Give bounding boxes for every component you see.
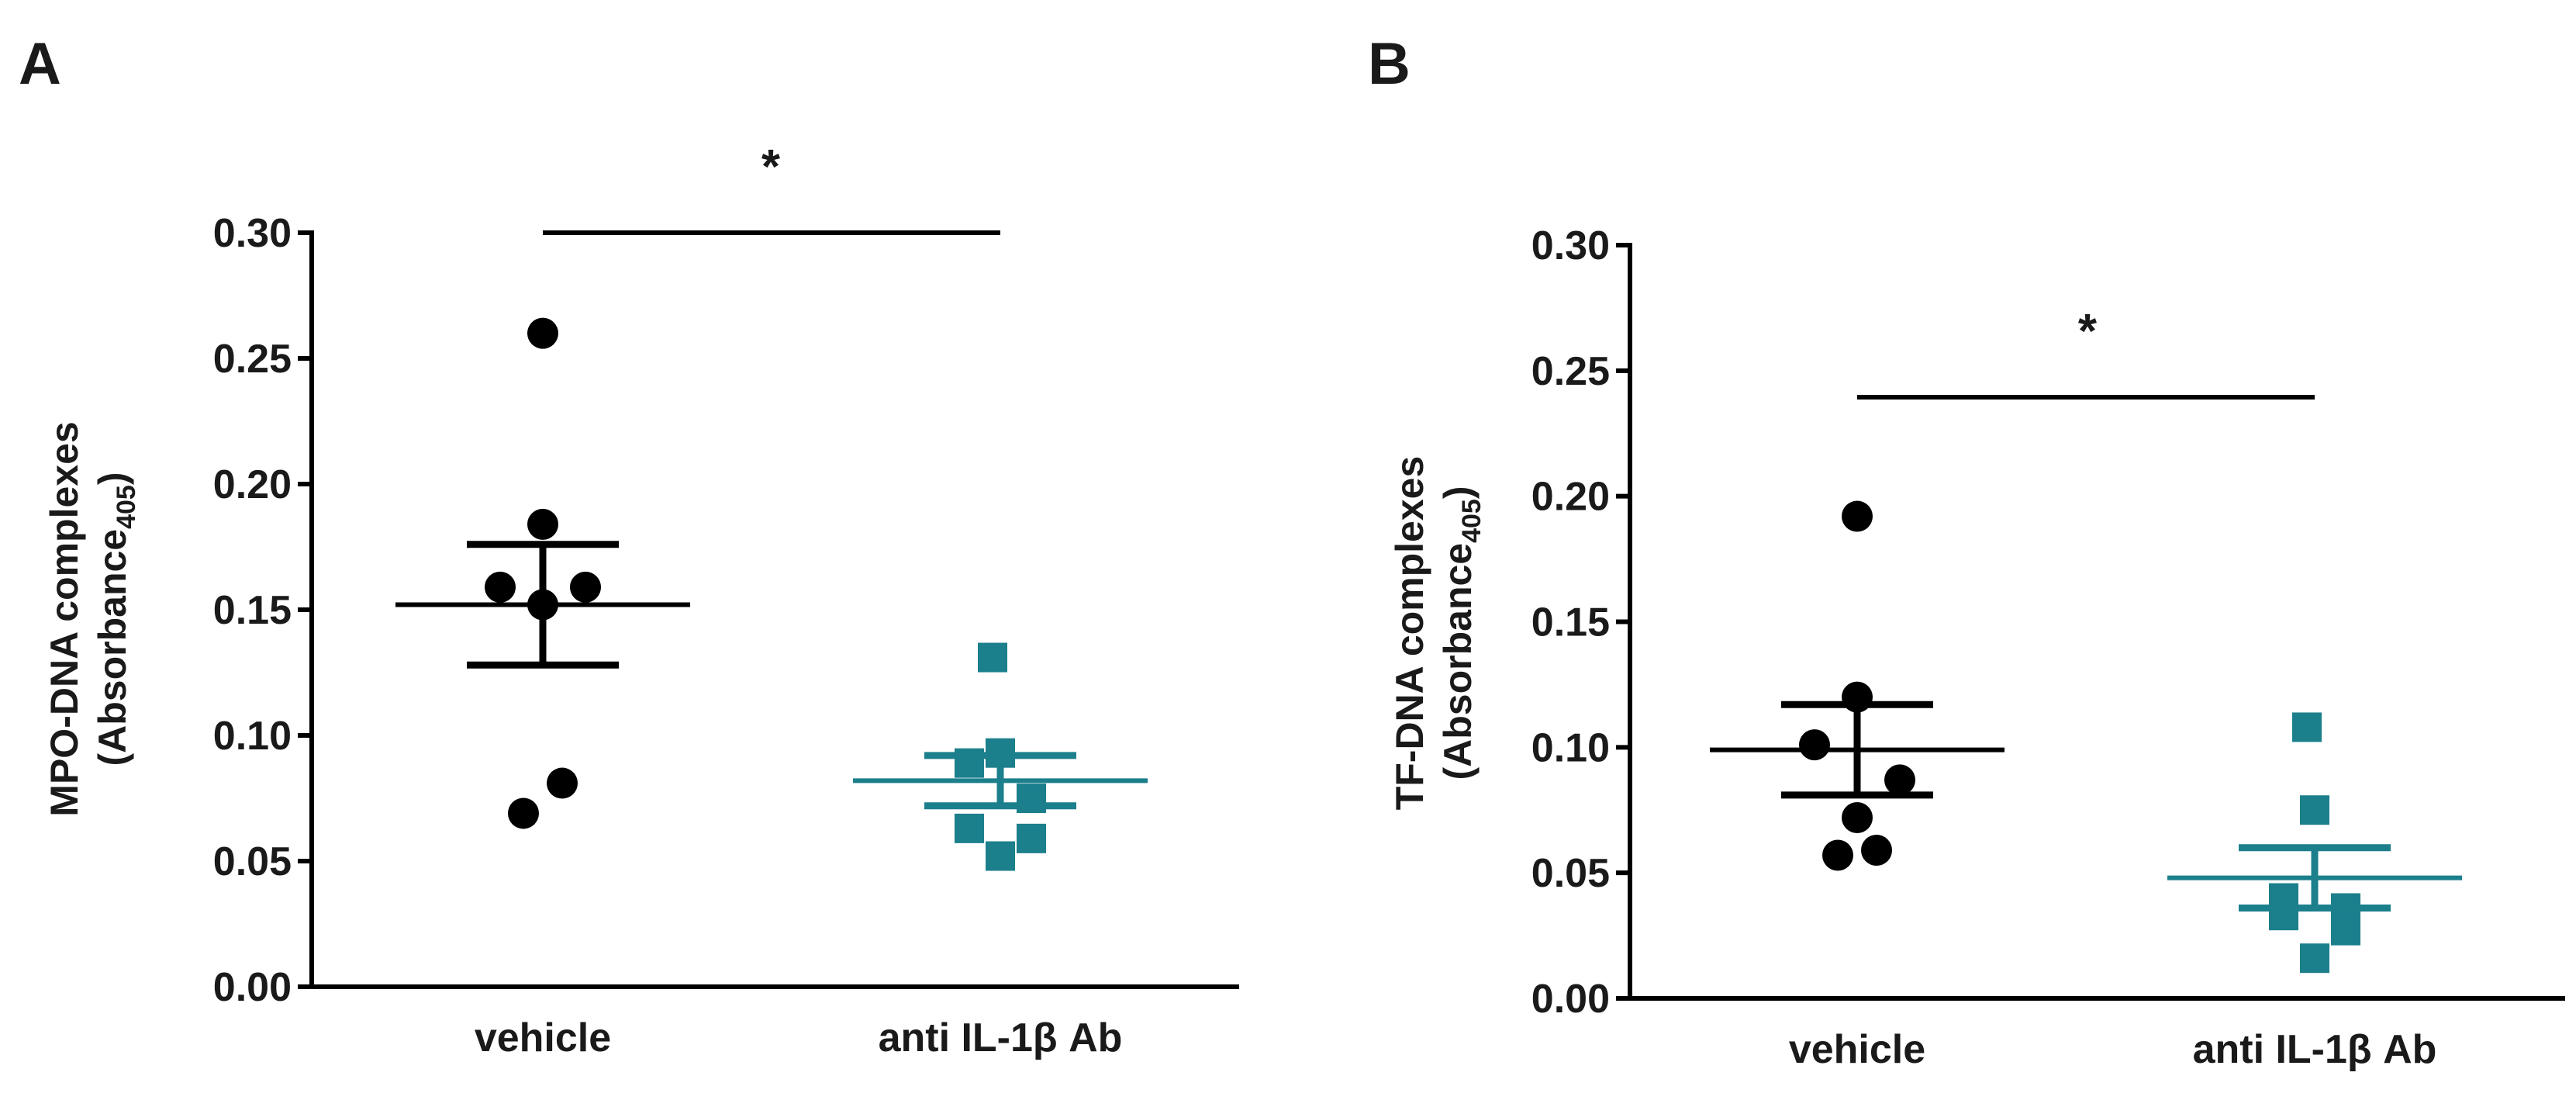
data-point [2300,795,2329,825]
panel-b-y-axis [1616,243,2565,1001]
data-point [986,841,1015,871]
panel-a-y-label: MPO-DNA complexes (Absorbance405) [43,421,141,816]
y-tick-label: 0.30 [213,211,292,256]
panel-b-category-vehicle: vehicle [1789,1027,1925,1072]
panel-a-y-axis [298,230,1239,989]
data-point [1884,764,1915,796]
y-tick-label: 0.20 [213,462,292,507]
data-point [2292,712,2322,742]
data-point [485,571,516,603]
y-tick-label: 0.30 [1531,223,1610,268]
y-tick-label: 0.10 [213,714,292,759]
panel-b-y-label-line2: (Absorbance405) [1436,486,1487,780]
y-tick-label: 0.10 [1531,725,1610,770]
y-tick-label: 0.05 [213,839,292,884]
y-tick-label: 0.00 [213,965,292,1010]
panel-a-tick-labels: 0.00 0.05 0.10 0.15 0.20 0.25 0.30 [213,211,292,1010]
y-tick-label: 0.05 [1531,851,1610,896]
panel-b-y-label-line1: TF-DNA complexes [1388,456,1431,811]
panel-a-significance-star: * [761,140,781,194]
data-point [1842,801,1873,833]
data-point [1017,823,1046,853]
panel-a-y-label-line2: (Absorbance405) [91,472,141,766]
data-point [955,813,984,843]
y-tick-label: 0.15 [1531,600,1610,645]
data-point [547,767,578,799]
data-point [1861,835,1892,867]
panel-a: A 0.00 0.05 0.10 0.15 0.20 0.25 0.30 MPO-DNA c… [19,31,1239,1060]
data-point [527,317,558,349]
panel-b-category-treatment: anti IL-1β Ab [2193,1027,2437,1072]
panel-a-category-vehicle: vehicle [475,1015,611,1060]
panel-b-label: B [1368,31,1411,97]
data-point [978,642,1007,673]
data-point [508,797,539,829]
panel-a-y-label-line1: MPO-DNA complexes [43,421,86,816]
y-tick-label: 0.25 [213,337,292,382]
data-point [2300,943,2329,974]
panel-a-label: A [19,31,61,97]
panel-b-significance-star: * [2078,305,2098,358]
data-point [2331,915,2360,946]
y-tick-label: 0.25 [1531,349,1610,394]
panel-b: B 0.00 0.05 0.10 0.15 0.20 0.25 0.30 TF-DNA co… [1368,31,2565,1072]
data-point [570,571,601,603]
data-point [1799,729,1830,761]
y-tick-label: 0.00 [1531,977,1610,1022]
data-point [527,508,558,540]
panel-a-marks [395,317,1148,871]
data-point [1822,839,1853,871]
panel-a-category-treatment: anti IL-1β Ab [879,1015,1123,1060]
panel-b-tick-labels: 0.00 0.05 0.10 0.15 0.20 0.25 0.30 [1531,223,1610,1022]
y-tick-label: 0.20 [1531,475,1610,520]
data-point [1842,500,1873,532]
panel-b-y-label: TF-DNA complexes (Absorbance405) [1388,456,1487,811]
y-tick-label: 0.15 [213,588,292,633]
panel-b-marks [1710,500,2462,974]
